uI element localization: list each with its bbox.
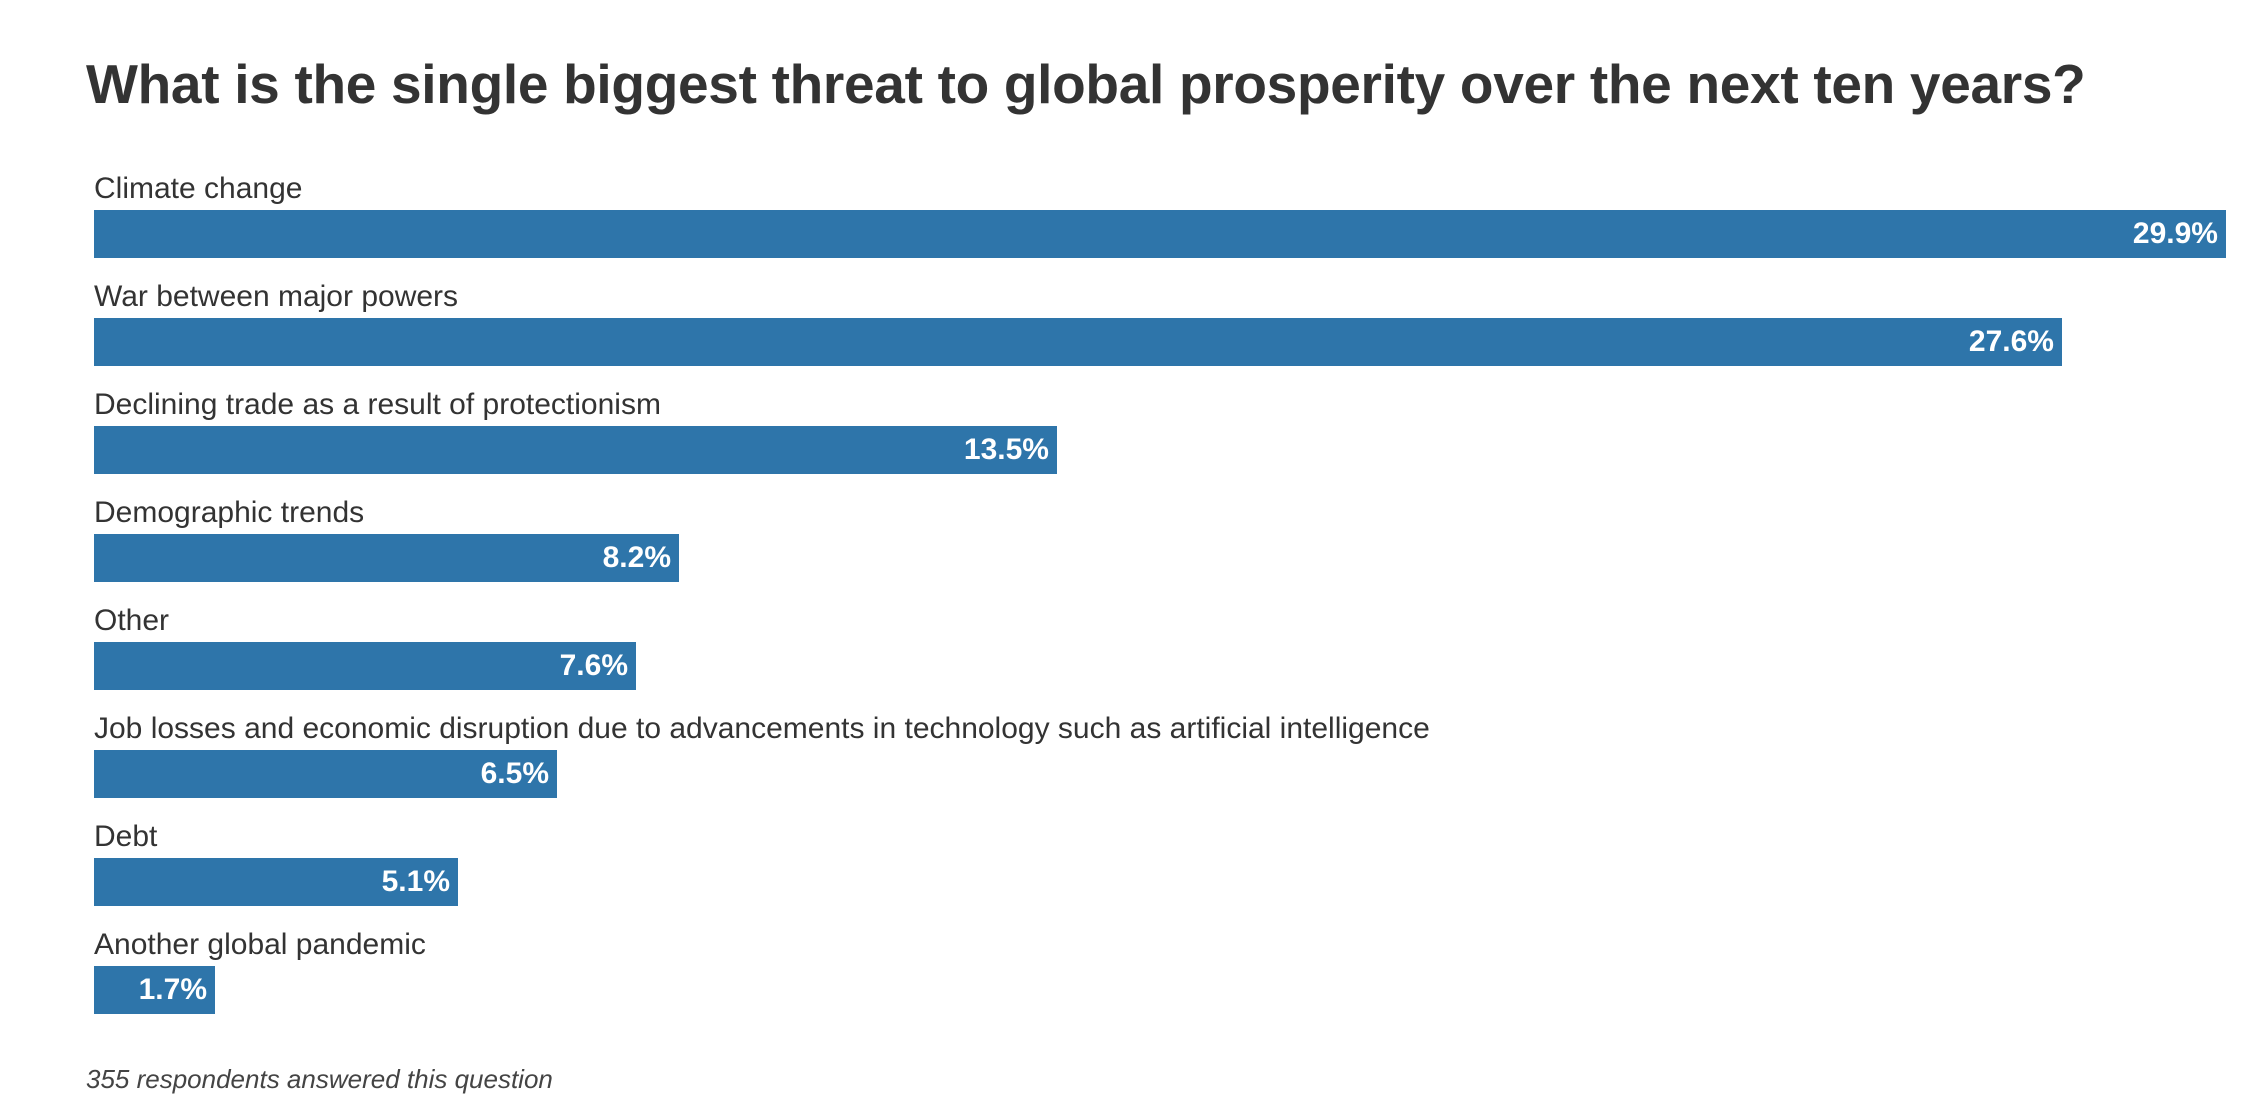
bar-category-label: Debt	[94, 820, 158, 853]
bar-value-label: 7.6%	[559, 649, 628, 682]
bar-row: Debt 5.1%	[94, 816, 2230, 924]
bar-value-label: 29.9%	[2132, 217, 2218, 250]
bar: 13.5%	[94, 426, 1057, 474]
bar-value-label: 5.1%	[381, 865, 450, 898]
bar-category-label: Demographic trends	[94, 496, 365, 529]
bar: 8.2%	[94, 534, 679, 582]
bar-category-label: Climate change	[94, 172, 303, 205]
bar-row: Demographic trends 8.2%	[94, 492, 2230, 600]
bar: 7.6%	[94, 642, 636, 690]
bar: 6.5%	[94, 750, 557, 798]
bar: 29.9%	[94, 210, 2226, 258]
bar: 5.1%	[94, 858, 458, 906]
bar-value-label: 8.2%	[602, 541, 671, 574]
bar-row: Another global pandemic 1.7%	[94, 924, 2230, 1032]
bar-value-label: 13.5%	[963, 433, 1049, 466]
bar-category-label: Another global pandemic	[94, 928, 426, 961]
bar-row: Climate change 29.9%	[94, 168, 2230, 276]
chart-title: What is the single biggest threat to glo…	[86, 53, 2086, 115]
bar-row: War between major powers 27.6%	[94, 276, 2230, 384]
bar: 1.7%	[94, 966, 215, 1014]
bar-value-label: 1.7%	[138, 973, 207, 1006]
bar-value-label: 6.5%	[480, 757, 549, 790]
bar-row: Declining trade as a result of protectio…	[94, 384, 2230, 492]
bar-row: Other 7.6%	[94, 600, 2230, 708]
bar-category-label: Job losses and economic disruption due t…	[94, 712, 1430, 745]
bar-row: Job losses and economic disruption due t…	[94, 708, 2230, 816]
bar: 27.6%	[94, 318, 2062, 366]
bar-chart: Climate change 29.9% War between major pow…	[94, 168, 2230, 1028]
bar-category-label: Declining trade as a result of protectio…	[94, 388, 661, 421]
bar-value-label: 27.6%	[1968, 325, 2054, 358]
respondents-footnote: 355 respondents answered this question	[86, 1064, 553, 1094]
bar-category-label: War between major powers	[94, 280, 459, 313]
bar-category-label: Other	[94, 604, 170, 637]
